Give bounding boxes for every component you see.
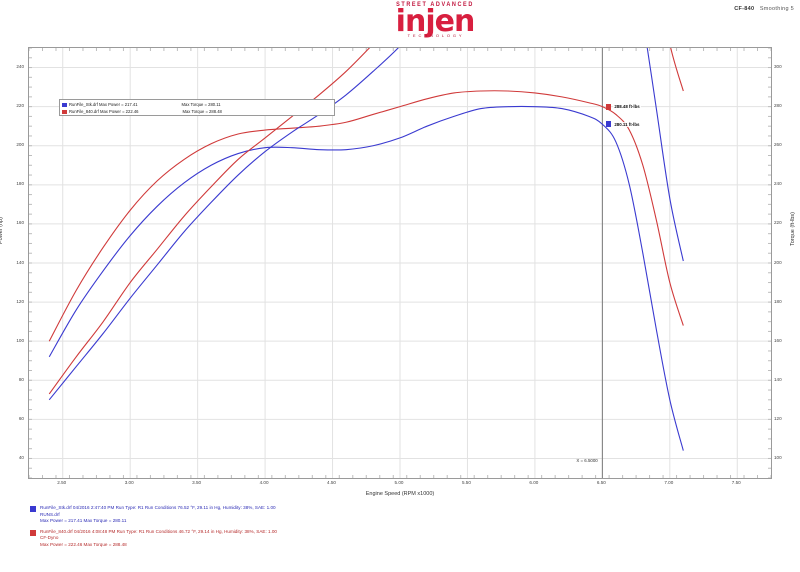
grid-lines (29, 48, 771, 478)
callout-peak-torque-stock-label: 280.11 ft-lbs (613, 121, 641, 127)
y-left-tick: 220 (16, 103, 24, 109)
legend-swatch-stock (62, 102, 67, 107)
y-left-tick: 180 (16, 181, 24, 187)
y-right-tick: 180 (774, 298, 782, 304)
legend-stock-torque: Max Torque = 280.11 (181, 102, 221, 107)
y-left-tick: 40 (18, 454, 24, 460)
chart-header: STREET ADVANCED injen T E C H N O L O G … (0, 0, 800, 44)
y-right-tick: 100 (774, 454, 782, 460)
legend-swatch-injen (62, 109, 67, 114)
header-run-code: CF-840 Smoothing 5 (734, 6, 794, 12)
y-left-tick: 60 (18, 415, 24, 421)
y-axis-left-title: Power (hp) (0, 217, 4, 244)
x-tick: 5.50 (461, 480, 471, 485)
y-right-tick: 140 (774, 376, 782, 382)
y-left-tick: 200 (16, 142, 24, 148)
logo-subtext: T E C H N O L O G Y (407, 33, 463, 38)
header-code-value: CF-840 (734, 6, 755, 12)
legend-injen-torque: Max Torque = 288.48 (182, 109, 222, 114)
callout-swatch-injen-torque (606, 103, 612, 110)
y-left-tick: 100 (16, 337, 24, 343)
x-tick: 3.50 (192, 480, 202, 485)
run-detail-injen-line3: Max Power = 222.46 Max Torque = 288.48 (40, 541, 127, 547)
y-right-tick: 220 (774, 220, 782, 226)
y-right-tick: 280 (774, 103, 782, 109)
injen-logo: STREET ADVANCED injen T E C H N O L O G … (345, 2, 525, 44)
y-right-tick: 240 (774, 181, 782, 187)
minor-tick-marks (29, 48, 771, 478)
y-right-tick: 200 (774, 259, 782, 265)
dyno-chart-svg (29, 48, 771, 478)
x-tick: 5.00 (394, 480, 404, 485)
y-right-tick: 300 (774, 64, 782, 70)
run-detail-swatch-stock (30, 506, 36, 512)
callout-peak-torque-stock: 280.11 ft-lbs (606, 121, 641, 128)
x-tick: 7.00 (664, 480, 674, 485)
run-details-legend: RunFile_Stk.drf 04/2016 2:47:40 PM Run T… (30, 505, 775, 552)
run-detail-stock-line1: RunFile_Stk.drf 04/2016 2:47:40 PM Run T… (40, 505, 276, 510)
y-left-tick: 160 (16, 220, 24, 226)
callout-peak-torque-injen: 288.48 ft-lbs (606, 103, 641, 110)
curve-power-stock (48, 48, 684, 401)
run-detail-injen-line2: CF-Dyno (40, 535, 59, 540)
logo-tagline: STREET ADVANCED (396, 1, 474, 9)
callout-peak-torque-injen-label: 288.48 ft-lbs (613, 104, 641, 110)
y-right-tick: 160 (774, 337, 782, 343)
run-detail-stock: RunFile_Stk.drf 04/2016 2:47:40 PM Run T… (30, 505, 775, 525)
y-left-tick: 80 (18, 376, 24, 382)
y-left-tick: 140 (16, 259, 24, 265)
legend-row-stock: RunFile_Stk.drf Max Power = 217.41 Max T… (62, 101, 332, 108)
cursor-x-label: X = 6.5000 (576, 458, 598, 463)
y-right-tick: 260 (774, 142, 782, 148)
run-detail-injen-line1: RunFile_840.drf 04/2016 4:08:48 PM Run T… (40, 528, 277, 534)
y-left-tick: 120 (16, 298, 24, 304)
curve-power-injen (48, 48, 684, 395)
x-tick: 6.50 (596, 480, 606, 485)
y-axis-right-title: Torque (ft-lbs) (790, 212, 796, 246)
header-smoothing-value: Smoothing 5 (759, 6, 794, 12)
x-tick: 2.50 (57, 480, 67, 485)
run-detail-stock-line3: Max Power = 217.41 Max Torque = 280.11 (40, 518, 127, 523)
y-right-tick: 120 (774, 415, 782, 421)
x-tick: 4.00 (259, 480, 269, 485)
curve-torque-stock (48, 105, 684, 451)
dyno-plot-area: RunFile_Stk.drf Max Power = 217.41 Max T… (28, 47, 772, 479)
legend-injen-power: RunFile_840.drf Max Power = 222.46 (69, 109, 139, 114)
y-left-tick: 240 (16, 64, 24, 70)
legend-row-injen: RunFile_840.drf Max Power = 222.46 Max T… (62, 108, 332, 115)
x-tick: 7.50 (731, 480, 741, 485)
run-detail-stock-line2: RUNS.drf (40, 511, 60, 517)
callout-swatch-stock-torque (606, 121, 612, 128)
x-tick: 6.00 (529, 480, 539, 485)
chart-inline-legend: RunFile_Stk.drf Max Power = 217.41 Max T… (59, 99, 335, 116)
legend-stock-power: RunFile_Stk.drf Max Power = 217.41 (69, 102, 138, 107)
run-detail-swatch-injen (30, 529, 36, 536)
run-detail-injen: RunFile_840.drf 04/2016 4:08:48 PM Run T… (30, 529, 775, 549)
curve-torque-injen (48, 90, 684, 342)
logo-wordmark: injen (395, 4, 476, 39)
x-axis-title: Engine Speed (RPM x1000) (365, 491, 435, 497)
x-tick: 4.50 (327, 480, 336, 485)
x-tick: 3.00 (124, 480, 134, 485)
